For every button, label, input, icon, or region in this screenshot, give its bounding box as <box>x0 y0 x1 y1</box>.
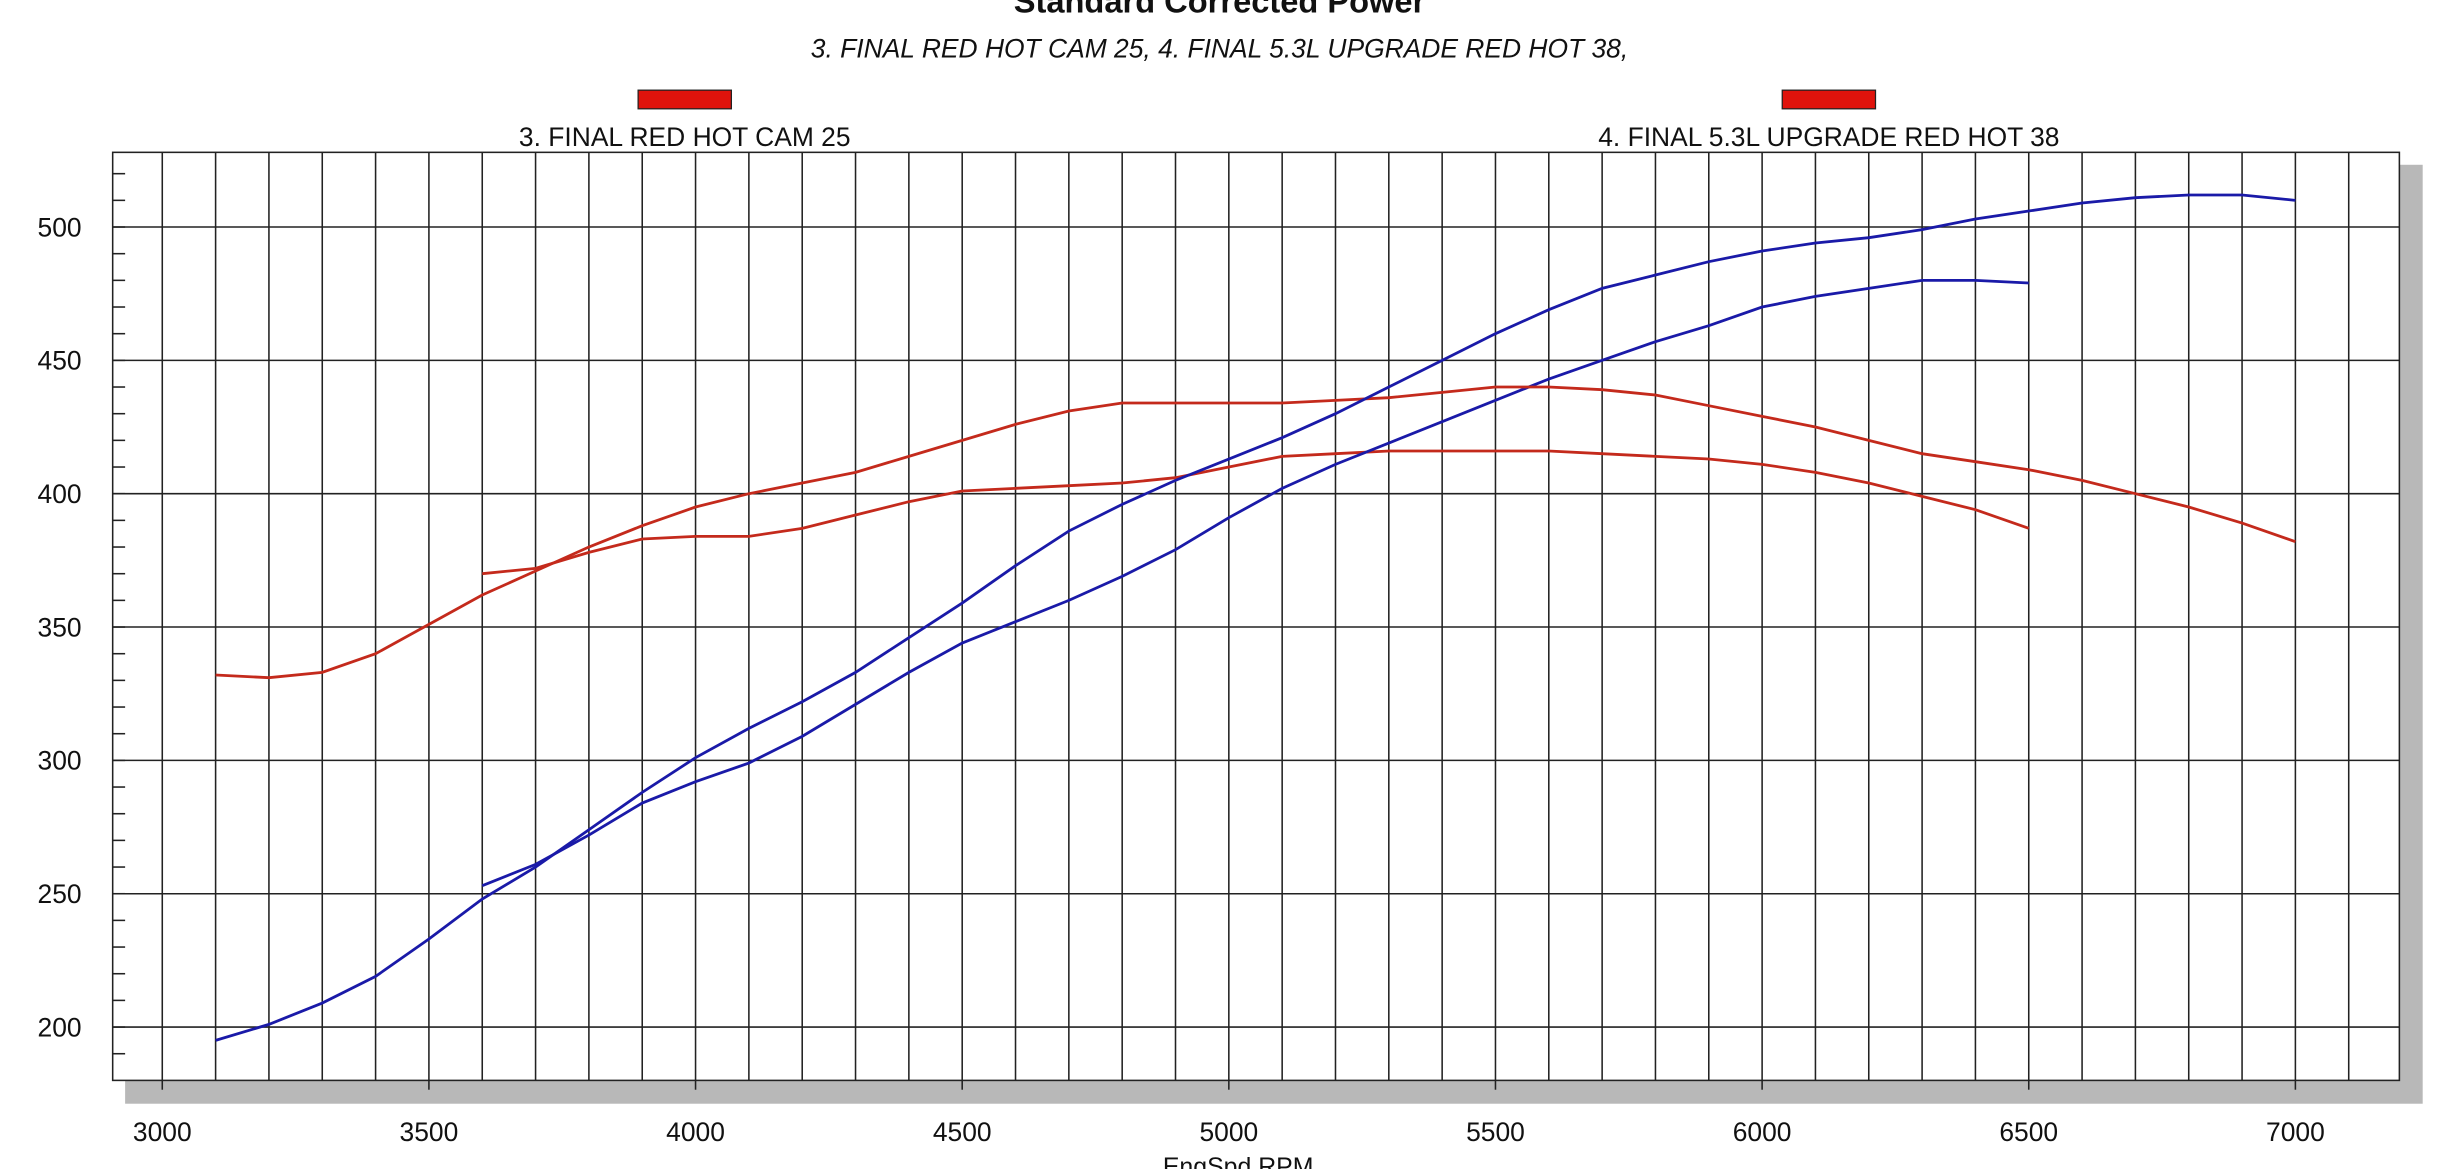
x-tick-label: 3000 <box>133 1117 192 1147</box>
x-tick-label: 5500 <box>1466 1117 1525 1147</box>
x-tick-label: 4500 <box>933 1117 992 1147</box>
y-tick-label: 350 <box>38 612 82 642</box>
x-tick-label: 6500 <box>1999 1117 2058 1147</box>
lines <box>215 193 2296 1042</box>
series-line <box>481 278 2029 888</box>
plot-area <box>111 151 2401 1082</box>
y-tick-label: 250 <box>38 879 82 909</box>
x-tick-label: 5000 <box>1199 1117 1258 1147</box>
legend-swatch <box>637 89 733 110</box>
x-tick-label: 4000 <box>666 1117 725 1147</box>
series-line <box>215 385 2296 680</box>
legend-swatch <box>1781 89 1877 110</box>
legend-label: 4. FINAL 5.3L UPGRADE RED HOT 38 <box>1598 122 2059 152</box>
x-axis-label: EngSpd RPM <box>1163 1153 1314 1169</box>
chart-subtitle: 3. FINAL RED HOT CAM 25, 4. FINAL 5.3L U… <box>811 34 1628 64</box>
x-tick-label: 6000 <box>1733 1117 1792 1147</box>
grid <box>112 152 2400 1090</box>
y-tick-label: 450 <box>38 346 82 376</box>
chart-title: Standard Corrected Power <box>1014 0 1426 19</box>
y-tick-label: 400 <box>38 479 82 509</box>
series-line <box>482 449 2030 576</box>
x-tick-label: 3500 <box>400 1117 459 1147</box>
x-tick-label: 7000 <box>2266 1117 2325 1147</box>
legend-label: 3. FINAL RED HOT CAM 25 <box>519 122 851 152</box>
y-tick-label: 300 <box>38 746 82 776</box>
series-line <box>215 193 2296 1042</box>
y-tick-label: 500 <box>38 212 82 242</box>
y-tick-label: 200 <box>38 1012 82 1042</box>
